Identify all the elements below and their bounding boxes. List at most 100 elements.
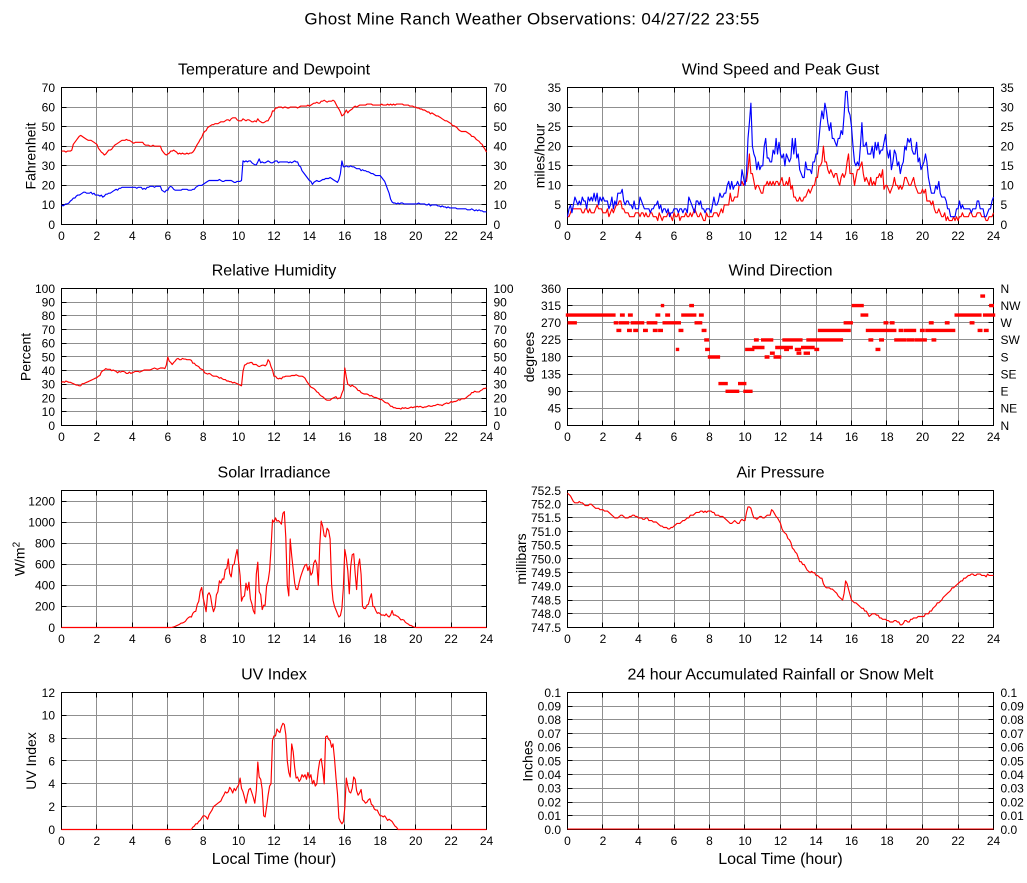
svg-text:0: 0 <box>58 430 65 444</box>
svg-text:0: 0 <box>494 419 501 433</box>
svg-text:315: 315 <box>541 299 561 313</box>
svg-text:600: 600 <box>35 558 55 572</box>
svg-text:100: 100 <box>35 282 55 296</box>
svg-text:1000: 1000 <box>28 515 55 529</box>
svg-text:Relative Humidity: Relative Humidity <box>212 263 336 280</box>
svg-text:0: 0 <box>554 218 561 232</box>
svg-text:15: 15 <box>548 159 562 173</box>
svg-text:E: E <box>1001 385 1009 399</box>
svg-text:W: W <box>1001 316 1013 330</box>
svg-text:752.0: 752.0 <box>531 498 561 512</box>
svg-text:0: 0 <box>48 823 55 837</box>
svg-text:10: 10 <box>42 198 56 212</box>
svg-text:millibars: millibars <box>513 533 529 584</box>
svg-text:10: 10 <box>494 198 508 212</box>
svg-text:10: 10 <box>738 632 752 646</box>
svg-text:24 hour Accumulated Rainfall o: 24 hour Accumulated Rainfall or Snow Mel… <box>628 667 934 684</box>
svg-text:20: 20 <box>494 391 508 405</box>
svg-text:0.06: 0.06 <box>538 741 562 755</box>
svg-text:22: 22 <box>951 229 965 243</box>
svg-text:0.07: 0.07 <box>1001 727 1025 741</box>
svg-text:16: 16 <box>845 430 859 444</box>
svg-text:10: 10 <box>1001 179 1015 193</box>
svg-text:0.1: 0.1 <box>1001 686 1018 700</box>
svg-text:20: 20 <box>916 229 930 243</box>
svg-text:2: 2 <box>94 430 101 444</box>
svg-text:8: 8 <box>200 632 207 646</box>
svg-text:UV Index: UV Index <box>241 667 307 684</box>
svg-text:10: 10 <box>42 405 56 419</box>
svg-text:24: 24 <box>987 632 1001 646</box>
svg-text:4: 4 <box>129 430 136 444</box>
svg-text:14: 14 <box>809 229 823 243</box>
svg-text:35: 35 <box>1001 81 1015 95</box>
svg-text:50: 50 <box>494 120 508 134</box>
svg-text:10: 10 <box>548 179 562 193</box>
svg-text:0.04: 0.04 <box>1001 768 1025 782</box>
svg-text:0.03: 0.03 <box>1001 782 1025 796</box>
svg-text:20: 20 <box>1001 140 1015 154</box>
svg-text:18: 18 <box>880 430 894 444</box>
svg-text:60: 60 <box>494 337 508 351</box>
svg-text:18: 18 <box>880 834 894 848</box>
svg-text:6: 6 <box>671 430 678 444</box>
svg-text:0.02: 0.02 <box>1001 795 1025 809</box>
svg-text:10: 10 <box>738 229 752 243</box>
svg-text:degrees: degrees <box>521 332 537 383</box>
svg-text:16: 16 <box>338 632 352 646</box>
svg-text:200: 200 <box>35 600 55 614</box>
svg-text:750.5: 750.5 <box>531 539 561 553</box>
svg-text:0.08: 0.08 <box>538 713 562 727</box>
svg-text:Local Time (hour): Local Time (hour) <box>212 851 337 868</box>
svg-text:20: 20 <box>916 632 930 646</box>
svg-text:749.0: 749.0 <box>531 580 561 594</box>
svg-text:0: 0 <box>554 419 561 433</box>
svg-text:0.09: 0.09 <box>538 700 562 714</box>
svg-text:4: 4 <box>129 834 136 848</box>
svg-text:miles/hour: miles/hour <box>532 123 548 188</box>
svg-text:0.04: 0.04 <box>538 768 562 782</box>
svg-text:30: 30 <box>548 100 562 114</box>
svg-text:14: 14 <box>809 632 823 646</box>
svg-text:4: 4 <box>129 229 136 243</box>
svg-text:0.07: 0.07 <box>538 727 562 741</box>
svg-text:14: 14 <box>303 229 317 243</box>
svg-text:0.1: 0.1 <box>544 686 561 700</box>
svg-text:751.0: 751.0 <box>531 525 561 539</box>
svg-text:749.5: 749.5 <box>531 566 561 580</box>
svg-text:0.0: 0.0 <box>1001 823 1018 837</box>
svg-text:752.5: 752.5 <box>531 484 561 498</box>
svg-text:6: 6 <box>164 834 171 848</box>
svg-text:70: 70 <box>494 81 508 95</box>
svg-text:14: 14 <box>303 834 317 848</box>
svg-text:750.0: 750.0 <box>531 552 561 566</box>
svg-text:18: 18 <box>374 430 388 444</box>
svg-text:6: 6 <box>48 754 55 768</box>
svg-text:16: 16 <box>845 229 859 243</box>
svg-text:12: 12 <box>267 430 281 444</box>
svg-text:6: 6 <box>671 834 678 848</box>
svg-text:15: 15 <box>1001 159 1015 173</box>
svg-text:22: 22 <box>444 229 458 243</box>
svg-text:12: 12 <box>774 632 788 646</box>
svg-text:24: 24 <box>480 430 494 444</box>
svg-text:2: 2 <box>600 430 607 444</box>
svg-text:18: 18 <box>880 632 894 646</box>
svg-text:24: 24 <box>987 229 1001 243</box>
svg-text:30: 30 <box>1001 100 1015 114</box>
svg-text:12: 12 <box>774 229 788 243</box>
svg-text:NE: NE <box>1001 402 1018 416</box>
svg-text:0.08: 0.08 <box>1001 713 1025 727</box>
svg-text:SE: SE <box>1001 367 1017 381</box>
svg-text:748.5: 748.5 <box>531 593 561 607</box>
svg-text:70: 70 <box>494 323 508 337</box>
svg-text:2: 2 <box>600 229 607 243</box>
svg-text:2: 2 <box>600 632 607 646</box>
svg-text:24: 24 <box>987 430 1001 444</box>
svg-text:W/m2: W/m2 <box>12 541 28 576</box>
svg-text:20: 20 <box>42 179 56 193</box>
svg-text:12: 12 <box>267 834 281 848</box>
svg-text:30: 30 <box>42 378 56 392</box>
svg-text:24: 24 <box>987 834 1001 848</box>
svg-text:Air Pressure: Air Pressure <box>736 465 824 482</box>
